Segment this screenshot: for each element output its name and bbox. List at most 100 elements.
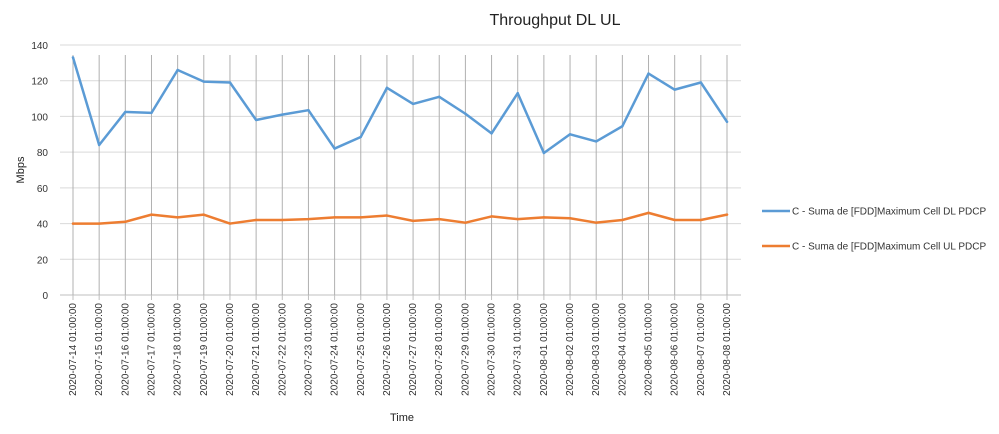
data-point bbox=[411, 219, 415, 223]
x-tick-label: 2020-07-25 01:00:00 bbox=[356, 303, 367, 396]
data-point bbox=[673, 218, 676, 222]
legend-entry: C - Suma de [FDD]Maximum Cell DL PDCP bbox=[792, 207, 986, 218]
y-tick-label: 60 bbox=[37, 184, 49, 195]
data-point bbox=[725, 120, 729, 123]
data-point bbox=[595, 140, 598, 143]
data-point bbox=[254, 218, 258, 222]
data-point bbox=[647, 72, 650, 75]
x-tick-label: 2020-07-31 01:00:00 bbox=[513, 303, 524, 396]
data-point bbox=[490, 132, 493, 135]
data-point bbox=[516, 92, 519, 95]
x-tick-label: 2020-07-18 01:00:00 bbox=[173, 303, 184, 396]
data-point bbox=[699, 218, 703, 222]
data-point bbox=[595, 221, 598, 224]
x-tick-label: 2020-07-20 01:00:00 bbox=[225, 303, 236, 396]
x-tick-label: 2020-07-27 01:00:00 bbox=[408, 303, 419, 396]
data-point bbox=[385, 214, 389, 217]
x-tick-label: 2020-07-22 01:00:00 bbox=[277, 303, 288, 396]
data-point bbox=[333, 147, 336, 150]
x-tick-label: 2020-08-08 01:00:00 bbox=[722, 303, 733, 396]
data-point bbox=[542, 216, 546, 219]
x-tick-label: 2020-07-19 01:00:00 bbox=[199, 303, 210, 396]
data-point bbox=[124, 220, 127, 223]
series-line-1 bbox=[71, 56, 729, 155]
x-tick-label: 2020-08-06 01:00:00 bbox=[670, 303, 681, 396]
data-point bbox=[71, 222, 75, 225]
data-point bbox=[490, 215, 493, 218]
data-point bbox=[150, 111, 153, 115]
data-point bbox=[333, 216, 336, 219]
data-point bbox=[673, 88, 676, 91]
y-tick-label: 40 bbox=[37, 220, 49, 231]
data-point bbox=[124, 110, 127, 114]
data-point bbox=[97, 143, 101, 147]
data-point bbox=[202, 213, 205, 216]
data-point bbox=[228, 81, 232, 84]
data-point bbox=[307, 217, 310, 221]
data-point bbox=[281, 113, 284, 116]
x-tick-label: 2020-08-07 01:00:00 bbox=[696, 303, 707, 396]
x-tick-label: 2020-08-05 01:00:00 bbox=[644, 303, 655, 396]
x-tick-label: 2020-07-23 01:00:00 bbox=[303, 303, 314, 396]
data-point bbox=[647, 211, 650, 215]
x-tick-label: 2020-08-02 01:00:00 bbox=[565, 303, 576, 396]
x-tick-label: 2020-08-04 01:00:00 bbox=[617, 303, 628, 396]
x-tick-label: 2020-07-17 01:00:00 bbox=[146, 303, 157, 396]
data-point bbox=[438, 95, 441, 98]
x-tick-label: 2020-08-01 01:00:00 bbox=[539, 303, 550, 396]
y-tick-label: 100 bbox=[31, 112, 48, 123]
data-point bbox=[176, 216, 179, 219]
data-point bbox=[307, 108, 310, 112]
y-tick-label: 80 bbox=[37, 148, 49, 159]
data-point bbox=[411, 102, 415, 106]
data-point bbox=[621, 218, 624, 222]
data-point bbox=[281, 218, 284, 222]
x-tick-label: 2020-07-15 01:00:00 bbox=[94, 303, 105, 396]
x-tick-label: 2020-07-24 01:00:00 bbox=[330, 303, 341, 396]
x-tick-label: 2020-07-30 01:00:00 bbox=[487, 303, 498, 396]
data-point bbox=[699, 81, 703, 84]
x-tick-labels: 2020-07-14 01:00:00 2020-07-15 01:00:00 20… bbox=[68, 303, 733, 396]
data-point bbox=[71, 56, 75, 59]
y-tick-label: 20 bbox=[37, 255, 49, 266]
y-tick-label: 120 bbox=[31, 77, 48, 88]
x-tick-label: 2020-08-03 01:00:00 bbox=[591, 303, 602, 396]
y-tick-labels: 0 20 40 60 80 100 120 140 bbox=[31, 41, 48, 302]
chart-title: Throughput DL UL bbox=[489, 12, 620, 29]
data-point bbox=[359, 135, 362, 139]
data-point bbox=[150, 213, 153, 216]
data-point bbox=[385, 86, 389, 90]
data-point bbox=[202, 80, 205, 83]
y-axis-label: Mbps bbox=[15, 156, 27, 183]
series-lines bbox=[71, 56, 729, 225]
x-axis-label: Time bbox=[390, 412, 414, 424]
data-point bbox=[359, 216, 362, 219]
y-tick-label: 140 bbox=[31, 41, 48, 52]
legend-entry: C - Suma de [FDD]Maximum Cell UL PDCP bbox=[792, 242, 986, 253]
data-point bbox=[464, 221, 467, 224]
data-point bbox=[568, 217, 572, 220]
x-tick-label: 2020-07-26 01:00:00 bbox=[382, 303, 393, 396]
data-point bbox=[621, 125, 624, 128]
data-point bbox=[725, 213, 729, 216]
x-tick-label: 2020-07-14 01:00:00 bbox=[68, 303, 79, 396]
data-point bbox=[254, 118, 258, 122]
x-tick-label: 2020-07-28 01:00:00 bbox=[434, 303, 445, 396]
grid bbox=[60, 44, 741, 300]
data-point bbox=[176, 68, 179, 72]
data-point bbox=[568, 133, 572, 136]
data-point bbox=[516, 217, 519, 221]
y-tick-label: 0 bbox=[42, 291, 48, 302]
data-point bbox=[438, 217, 441, 221]
legend: C - Suma de [FDD]Maximum Cell DL PDCP C -… bbox=[762, 207, 986, 253]
data-point bbox=[542, 151, 546, 155]
data-point bbox=[97, 222, 101, 225]
series-line-2 bbox=[71, 211, 729, 225]
data-point bbox=[464, 112, 467, 115]
x-tick-label: 2020-07-29 01:00:00 bbox=[460, 303, 471, 396]
data-point bbox=[228, 222, 232, 225]
x-tick-label: 2020-07-21 01:00:00 bbox=[251, 303, 262, 396]
x-tick-label: 2020-07-16 01:00:00 bbox=[120, 303, 131, 396]
